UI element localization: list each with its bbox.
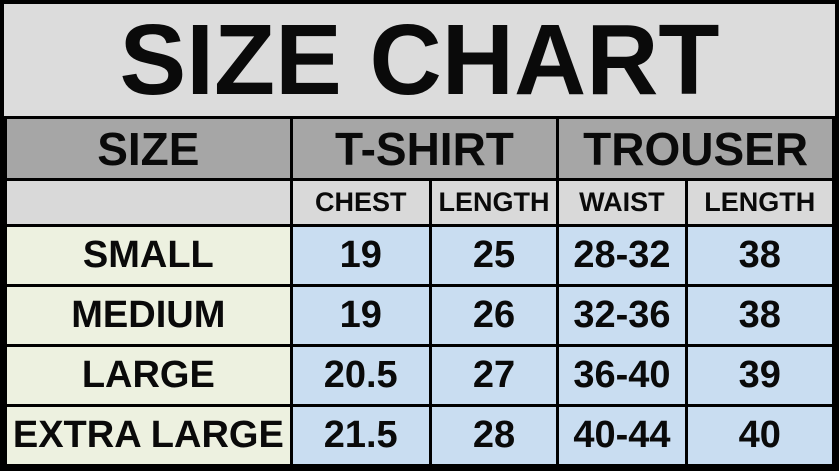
size-label: MEDIUM xyxy=(4,284,293,347)
value-tshirt-chest: 20.5 xyxy=(289,344,432,407)
value-tshirt-chest: 19 xyxy=(289,224,432,287)
page-title: SIZE CHART xyxy=(119,3,720,116)
value-tshirt-length: 28 xyxy=(428,404,560,467)
value-tshirt-length: 26 xyxy=(428,284,560,347)
subheader-row: CHEST LENGTH WAIST LENGTH xyxy=(4,178,836,227)
value-trouser-length: 40 xyxy=(684,404,836,467)
col-header-tshirt: T-SHIRT xyxy=(289,116,560,181)
size-label: SMALL xyxy=(4,224,293,287)
value-tshirt-chest: 19 xyxy=(289,284,432,347)
size-table: SIZE T-SHIRT TROUSER CHEST LENGTH WAIST … xyxy=(4,116,836,467)
value-trouser-waist: 28-32 xyxy=(556,224,688,287)
table-row-medium: MEDIUM 19 26 32-36 38 xyxy=(4,284,836,347)
subheader-tshirt-length: LENGTH xyxy=(428,178,560,227)
subheader-tshirt-chest: CHEST xyxy=(289,178,432,227)
table-row-extra-large: EXTRA LARGE 21.5 28 40-44 40 xyxy=(4,404,836,467)
col-header-size: SIZE xyxy=(4,116,293,181)
table-row-small: SMALL 19 25 28-32 38 xyxy=(4,224,836,287)
size-label: LARGE xyxy=(4,344,293,407)
value-trouser-waist: 40-44 xyxy=(556,404,688,467)
value-tshirt-length: 27 xyxy=(428,344,560,407)
table-row-large: LARGE 20.5 27 36-40 39 xyxy=(4,344,836,407)
value-trouser-length: 38 xyxy=(684,224,836,287)
value-trouser-length: 39 xyxy=(684,344,836,407)
header-row: SIZE T-SHIRT TROUSER xyxy=(4,116,835,181)
value-trouser-waist: 32-36 xyxy=(556,284,688,347)
col-header-trouser: TROUSER xyxy=(556,116,835,181)
subheader-trouser-length: LENGTH xyxy=(684,178,836,227)
value-tshirt-chest: 21.5 xyxy=(289,404,432,467)
value-trouser-length: 38 xyxy=(684,284,836,347)
subheader-empty-cell xyxy=(4,178,293,227)
value-tshirt-length: 25 xyxy=(428,224,560,287)
subheader-trouser-waist: WAIST xyxy=(556,178,688,227)
size-label: EXTRA LARGE xyxy=(4,404,293,467)
value-trouser-waist: 36-40 xyxy=(556,344,688,407)
